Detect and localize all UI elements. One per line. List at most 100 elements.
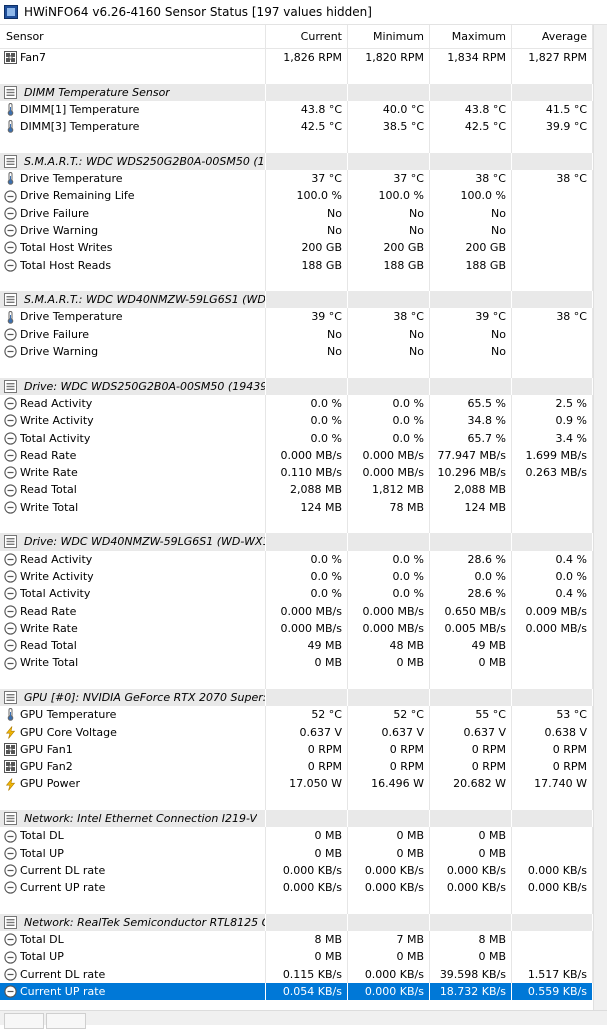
- current-value: 124 MB: [266, 498, 348, 517]
- collapse-icon[interactable]: [4, 691, 17, 705]
- sensor-group-header[interactable]: S.M.A.R.T.: WDC WDS250G2B0A-00SM50 (1...: [0, 152, 593, 171]
- sensor-row-read-total[interactable]: Read Total 49 MB 48 MB 49 MB: [0, 637, 593, 655]
- column-header-maximum[interactable]: Maximum: [430, 25, 512, 49]
- sensor-label: Drive Temperature: [20, 310, 123, 324]
- column-header-minimum[interactable]: Minimum: [348, 25, 430, 49]
- toolbar-button-right[interactable]: [46, 1013, 86, 1029]
- sensor-row-drive-temperature[interactable]: Drive Temperature 37 °C 37 °C 38 °C 38 °C: [0, 170, 593, 188]
- sensor-row-current-up-rate[interactable]: Current UP rate 0.054 KB/s 0.000 KB/s 18.73…: [0, 983, 593, 1001]
- sensor-row-write-activity[interactable]: Write Activity 0.0 % 0.0 % 0.0 % 0.0 %: [0, 567, 593, 586]
- sensor-row-current-dl-rate[interactable]: Current DL rate 0.000 KB/s 0.000 KB/s 0.000…: [0, 861, 593, 880]
- current-value: 49 MB: [266, 637, 348, 655]
- sensor-row-drive-warning[interactable]: Drive Warning No No No: [0, 221, 593, 240]
- sensor-row-drive-temperature[interactable]: Drive Temperature 39 °C 38 °C 39 °C 38 °C: [0, 308, 593, 326]
- group-spacer: [0, 360, 593, 378]
- collapse-icon[interactable]: [4, 812, 17, 826]
- sensor-row-total-host-writes[interactable]: Total Host Writes 200 GB 200 GB 200 GB: [0, 239, 593, 257]
- sensor-row-total-activity[interactable]: Total Activity 0.0 % 0.0 % 65.7 % 3.4 %: [0, 429, 593, 447]
- sensor-row-drive-failure[interactable]: Drive Failure No No No: [0, 204, 593, 222]
- sensor-group-header[interactable]: GPU [#0]: NVIDIA GeForce RTX 2070 Super:: [0, 688, 593, 707]
- maximum-value: 77.947 MB/s: [430, 446, 512, 465]
- maximum-value: No: [430, 325, 512, 344]
- sensor-row-read-activity[interactable]: Read Activity 0.0 % 0.0 % 65.5 % 2.5 %: [0, 394, 593, 413]
- sensor-label: Total DL: [20, 829, 64, 843]
- sensor-row-total-activity[interactable]: Total Activity 0.0 % 0.0 % 28.6 % 0.4 %: [0, 585, 593, 603]
- sensor-row-read-total[interactable]: Read Total 2,088 MB 1,812 MB 2,088 MB: [0, 481, 593, 499]
- sensor-row-dimm-3-temperature[interactable]: DIMM[3] Temperature 42.5 °C 38.5 °C 42.5 °C…: [0, 118, 593, 136]
- maximum-value: No: [430, 221, 512, 240]
- vertical-scrollbar[interactable]: [593, 25, 607, 1010]
- current-value: 100.0 %: [266, 187, 348, 205]
- gauge-icon: [4, 207, 17, 220]
- sensor-label: Current DL rate: [20, 863, 106, 877]
- sensor-label: Write Rate: [20, 466, 78, 480]
- group-label: Network: Intel Ethernet Connection I219-…: [24, 812, 258, 826]
- sensor-group-header[interactable]: S.M.A.R.T.: WDC WD40NMZW-59LG6S1 (WD-...: [0, 291, 593, 309]
- fan-icon: [4, 760, 17, 774]
- sensor-row-total-up[interactable]: Total UP 0 MB 0 MB 0 MB: [0, 948, 593, 966]
- sensor-row-read-rate[interactable]: Read Rate 0.000 MB/s 0.000 MB/s 0.650 MB/s 0…: [0, 602, 593, 620]
- average-value: [512, 187, 593, 205]
- sensor-row-gpu-temperature[interactable]: GPU Temperature 52 °C 52 °C 55 °C 53 °C: [0, 706, 593, 724]
- gauge-icon: [4, 847, 17, 860]
- column-header-average[interactable]: Average: [512, 25, 593, 49]
- sensor-row-write-activity[interactable]: Write Activity 0.0 % 0.0 % 34.8 % 0.9 %: [0, 412, 593, 430]
- toolbar-button-left[interactable]: [4, 1013, 44, 1029]
- sensor-group-header[interactable]: DIMM Temperature Sensor: [0, 83, 593, 101]
- sensor-row-read-rate[interactable]: Read Rate 0.000 MB/s 0.000 MB/s 77.947 MB/s…: [0, 446, 593, 465]
- sensor-group-header[interactable]: Network: RealTek Semiconductor RTL8125 G…: [0, 913, 593, 932]
- average-value: 17.740 W: [512, 775, 593, 793]
- sensor-row-gpu-fan1[interactable]: GPU Fan1 0 RPM 0 RPM 0 RPM 0 RPM: [0, 740, 593, 759]
- sensor-row-gpu-core-voltage[interactable]: GPU Core Voltage 0.637 V 0.637 V 0.637 V 0.6…: [0, 723, 593, 741]
- sensor-row-drive-warning[interactable]: Drive Warning No No No: [0, 343, 593, 361]
- average-value: 3.4 %: [512, 429, 593, 447]
- gauge-icon: [4, 950, 17, 964]
- sensor-row-total-dl[interactable]: Total DL 0 MB 0 MB 0 MB: [0, 827, 593, 845]
- sensor-row-gpu-fan2[interactable]: GPU Fan2 0 RPM 0 RPM 0 RPM 0 RPM: [0, 758, 593, 776]
- gauge-icon: [4, 345, 17, 358]
- gauge-icon: [4, 864, 17, 877]
- maximum-value: 43.8 °C: [430, 100, 512, 119]
- sensor-row-total-dl[interactable]: Total DL 8 MB 7 MB 8 MB: [0, 931, 593, 949]
- current-value: 0.0 %: [266, 550, 348, 568]
- sensor-label: Read Activity: [20, 396, 93, 410]
- gauge-icon: [4, 414, 17, 428]
- sensor-row-drive-failure[interactable]: Drive Failure No No No: [0, 325, 593, 344]
- minimum-value: 0.0 %: [348, 394, 430, 413]
- gauge-icon: [4, 189, 17, 203]
- sensor-row-drive-remaining-life[interactable]: Drive Remaining Life 100.0 % 100.0 % 100.0 …: [0, 187, 593, 205]
- minimum-value: 1,820 RPM: [348, 49, 430, 67]
- sensor-row-dimm-1-temperature[interactable]: DIMM[1] Temperature 43.8 °C 40.0 °C 43.8 °C…: [0, 100, 593, 119]
- sensor-group-header[interactable]: Network: Intel Ethernet Connection I219-…: [0, 810, 593, 828]
- sensor-row-current-dl-rate[interactable]: Current DL rate 0.115 KB/s 0.000 KB/s 39.59…: [0, 965, 593, 984]
- minimum-value: 1,812 MB: [348, 481, 430, 499]
- sensor-row-write-rate[interactable]: Write Rate 0.000 MB/s 0.000 MB/s 0.005 MB/s…: [0, 619, 593, 638]
- collapse-icon[interactable]: [4, 379, 17, 393]
- sensor-row-read-activity[interactable]: Read Activity 0.0 % 0.0 % 28.6 % 0.4 %: [0, 550, 593, 568]
- sensor-row-write-total[interactable]: Write Total 0 MB 0 MB 0 MB: [0, 654, 593, 672]
- collapse-icon[interactable]: [4, 85, 17, 99]
- current-value: 1,826 RPM: [266, 49, 348, 67]
- minimum-value: 0 MB: [348, 827, 430, 845]
- current-value: 2,088 MB: [266, 481, 348, 499]
- sensor-row-fan7[interactable]: Fan7 1,826 RPM 1,820 RPM 1,834 RPM 1,827 RPM: [0, 49, 593, 67]
- collapse-icon[interactable]: [4, 293, 17, 307]
- sensor-row-current-up-rate[interactable]: Current UP rate 0.000 KB/s 0.000 KB/s 0.000…: [0, 879, 593, 897]
- average-value: 0.000 KB/s: [512, 861, 593, 880]
- sensor-row-total-up[interactable]: Total UP 0 MB 0 MB 0 MB: [0, 844, 593, 862]
- lightning-icon: [4, 726, 17, 739]
- minimum-value: No: [348, 204, 430, 222]
- sensor-label: GPU Power: [20, 777, 80, 791]
- sensor-row-gpu-power[interactable]: GPU Power 17.050 W 16.496 W 20.682 W 17.740 …: [0, 775, 593, 793]
- collapse-icon[interactable]: [4, 535, 17, 549]
- sensor-row-write-rate[interactable]: Write Rate 0.110 MB/s 0.000 MB/s 10.296 MB/…: [0, 464, 593, 482]
- current-value: 0.000 MB/s: [266, 619, 348, 638]
- collapse-icon[interactable]: [4, 154, 17, 168]
- sensor-group-header[interactable]: Drive: WDC WD40NMZW-59LG6S1 (WD-WX11...: [0, 533, 593, 551]
- sensor-row-write-total[interactable]: Write Total 124 MB 78 MB 124 MB: [0, 498, 593, 517]
- sensor-row-total-host-reads[interactable]: Total Host Reads 188 GB 188 GB 188 GB: [0, 256, 593, 274]
- sensor-group-header[interactable]: Drive: WDC WDS250G2B0A-00SM50 (194393...: [0, 377, 593, 395]
- column-header-current[interactable]: Current: [266, 25, 348, 49]
- column-header-sensor[interactable]: Sensor: [0, 25, 266, 49]
- collapse-icon[interactable]: [4, 915, 17, 929]
